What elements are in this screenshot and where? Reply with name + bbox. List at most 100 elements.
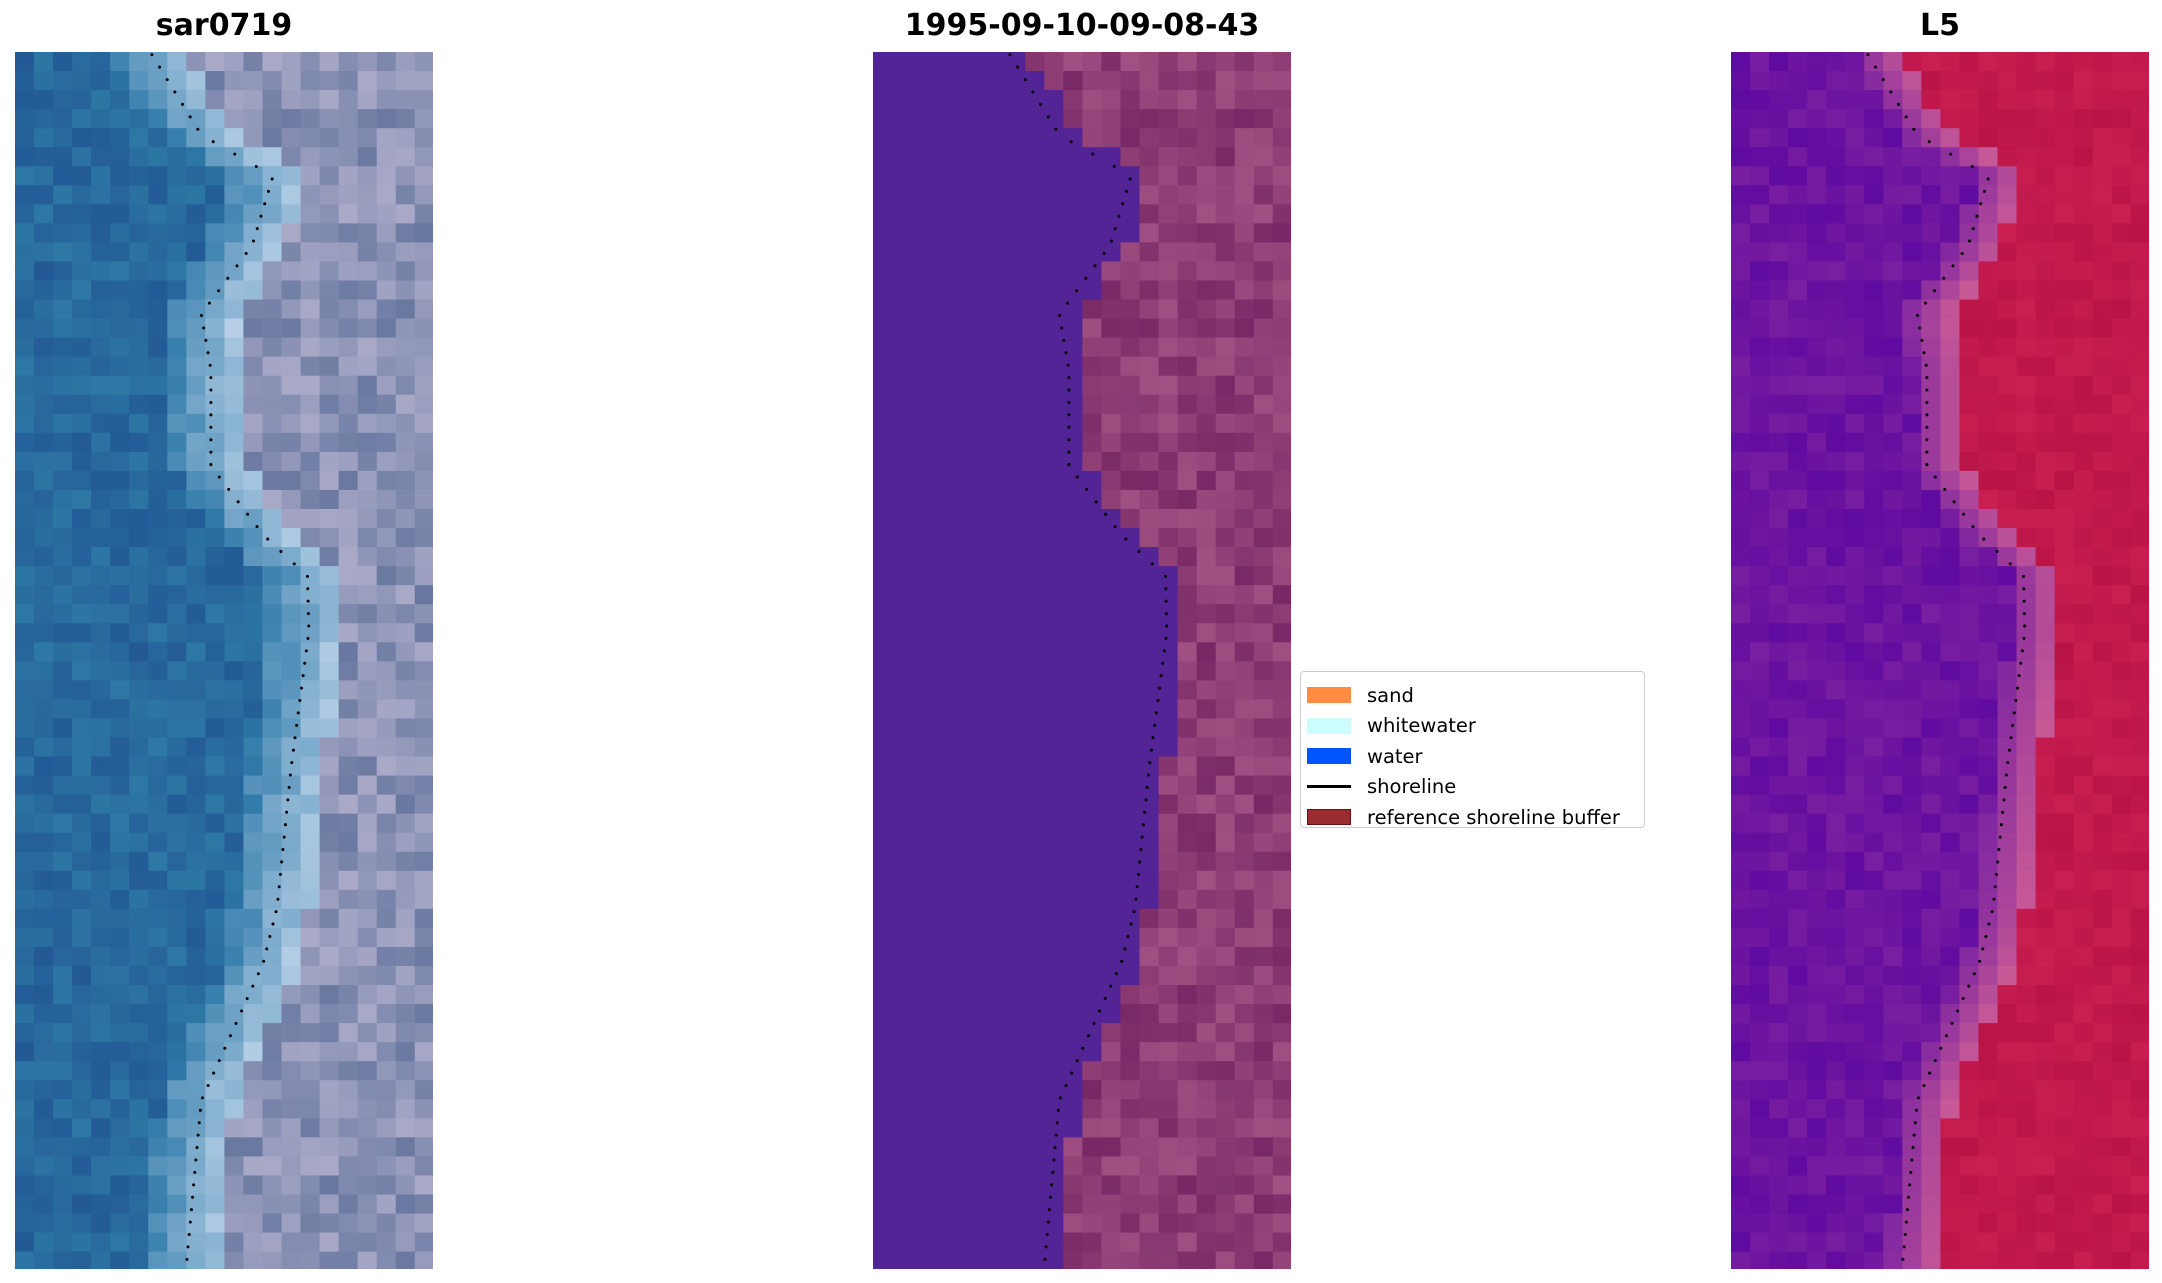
image-pixel — [1101, 851, 1122, 872]
image-pixel — [243, 1137, 264, 1158]
image-pixel — [2130, 261, 2149, 282]
image-pixel — [1006, 794, 1026, 815]
image-pixel — [91, 413, 111, 434]
shoreline-point — [1927, 140, 1931, 144]
shoreline-point — [209, 463, 213, 467]
image-pixel — [1807, 946, 1827, 967]
image-pixel — [1731, 775, 1751, 796]
image-pixel — [414, 299, 433, 320]
image-pixel — [2111, 109, 2132, 129]
image-pixel — [1044, 299, 1065, 320]
image-pixel — [34, 1004, 54, 1024]
image-pixel — [1940, 642, 1961, 663]
image-pixel — [1978, 451, 1999, 472]
image-pixel — [186, 90, 207, 110]
image-pixel — [281, 1175, 302, 1196]
image-pixel — [1807, 280, 1827, 301]
image-pixel — [2130, 547, 2149, 567]
image-pixel — [224, 623, 245, 643]
image-pixel — [1253, 1004, 1274, 1024]
image-pixel — [892, 1156, 912, 1177]
image-pixel — [1082, 965, 1103, 986]
image-pixel — [224, 851, 245, 872]
image-pixel — [1750, 927, 1770, 948]
image-pixel — [1959, 1156, 1980, 1177]
image-pixel — [2073, 337, 2094, 358]
image-pixel — [1826, 1137, 1846, 1158]
image-pixel — [1750, 52, 1770, 72]
image-pixel — [15, 489, 35, 510]
image-pixel — [1196, 1232, 1217, 1253]
image-pixel — [53, 927, 73, 948]
shoreline-point — [223, 1046, 227, 1050]
image-pixel — [987, 470, 1007, 491]
image-pixel — [224, 166, 245, 186]
image-pixel — [987, 1061, 1007, 1081]
image-pixel — [2111, 223, 2132, 244]
image-pixel — [1272, 756, 1291, 777]
image-pixel — [930, 1251, 950, 1269]
image-pixel — [987, 889, 1007, 910]
image-pixel — [1253, 185, 1274, 206]
image-pixel — [1139, 1004, 1160, 1024]
image-pixel — [1082, 927, 1103, 948]
shoreline-point — [254, 165, 258, 169]
image-pixel — [91, 356, 111, 377]
image-pixel — [911, 889, 931, 910]
image-pixel — [1234, 413, 1255, 434]
image-pixel — [1063, 1156, 1084, 1177]
image-pixel — [1177, 965, 1198, 986]
image-pixel — [1063, 642, 1084, 663]
image-pixel — [1044, 1175, 1065, 1196]
image-pixel — [1750, 261, 1770, 282]
image-pixel — [15, 737, 35, 758]
image-pixel — [205, 604, 226, 624]
shoreline-point — [252, 239, 256, 243]
image-pixel — [357, 261, 378, 282]
image-pixel — [873, 1080, 893, 1100]
image-pixel — [281, 775, 302, 796]
image-pixel — [1025, 394, 1046, 415]
image-pixel — [110, 1042, 130, 1062]
image-pixel — [148, 356, 168, 377]
image-pixel — [91, 1042, 111, 1062]
image-pixel — [1044, 52, 1065, 72]
image-pixel — [2092, 1080, 2113, 1100]
image-pixel — [395, 52, 416, 72]
image-pixel — [1845, 737, 1865, 758]
image-pixel — [1845, 318, 1865, 339]
image-pixel — [224, 356, 245, 377]
image-pixel — [2073, 775, 2094, 796]
image-pixel — [1272, 489, 1291, 510]
image-pixel — [186, 737, 207, 758]
image-pixel — [2073, 223, 2094, 244]
image-pixel — [129, 356, 149, 377]
image-pixel — [1025, 1137, 1046, 1158]
image-pixel — [148, 1042, 168, 1062]
image-pixel — [224, 413, 245, 434]
image-pixel — [968, 242, 988, 263]
image-pixel — [224, 585, 245, 605]
image-pixel — [15, 794, 35, 815]
image-pixel — [148, 680, 168, 701]
image-pixel — [1215, 280, 1236, 301]
image-pixel — [1063, 489, 1084, 510]
image-pixel — [357, 1061, 378, 1081]
image-pixel — [1902, 946, 1923, 967]
image-pixel — [1864, 813, 1884, 834]
image-pixel — [930, 718, 950, 739]
image-pixel — [34, 528, 54, 548]
image-pixel — [2111, 908, 2132, 929]
image-pixel — [1845, 623, 1865, 643]
image-pixel — [281, 1118, 302, 1139]
image-pixel — [243, 242, 264, 263]
image-pixel — [1997, 1194, 2018, 1215]
image-pixel — [949, 299, 969, 320]
image-pixel — [1272, 1099, 1291, 1120]
image-pixel — [186, 1118, 207, 1139]
image-pixel — [1902, 927, 1923, 948]
image-pixel — [1177, 128, 1198, 148]
shoreline-point — [255, 227, 259, 231]
image-pixel — [2016, 375, 2037, 396]
image-pixel — [148, 889, 168, 910]
